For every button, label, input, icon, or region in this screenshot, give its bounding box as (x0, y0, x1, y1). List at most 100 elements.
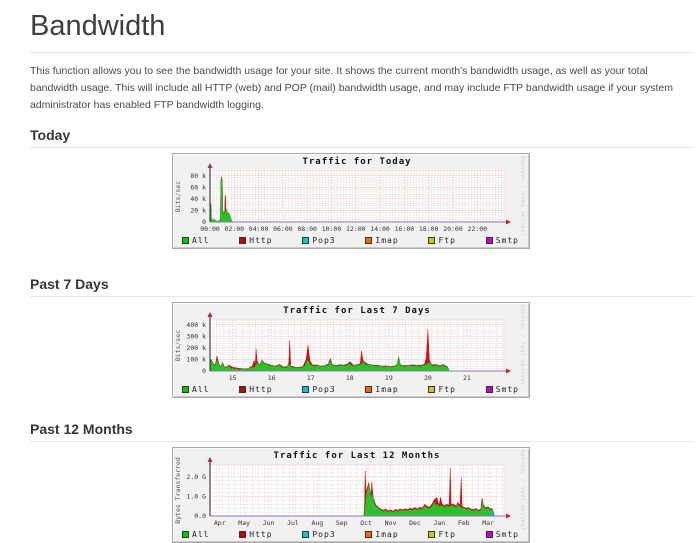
y-tick-label: 0 (202, 367, 206, 375)
x-tick-label: 06:00 (273, 225, 293, 233)
chart-title: Traffic for Last 12 Months (274, 450, 441, 461)
section-heading-past-12-months: Past 12 Months (30, 420, 133, 437)
x-tick-label: 18:00 (419, 225, 439, 233)
x-tick-label: 14:00 (370, 225, 390, 233)
page-description: This function allows you to see the band… (30, 65, 673, 111)
x-tick-label: 16:00 (395, 225, 415, 233)
legend-label: Imap (375, 529, 399, 539)
legend-item-ftp: Ftp (428, 385, 455, 394)
x-axis-arrow-icon (506, 368, 511, 374)
legend-item-all: All (182, 236, 209, 245)
legend-swatch-icon (365, 385, 373, 393)
legend-swatch-icon (239, 236, 247, 244)
x-tick-label: Aug (311, 519, 323, 527)
legend-label: Ftp (438, 384, 456, 394)
legend-swatch-icon (428, 385, 436, 393)
x-tick-label: Nov (385, 519, 397, 527)
legend-swatch-icon (182, 530, 189, 538)
y-axis-arrow-icon (207, 456, 213, 462)
x-tick-label: 04:00 (249, 225, 269, 233)
legend-label: Imap (375, 384, 399, 394)
legend-label: All (192, 384, 210, 394)
legend-item-all: All (182, 530, 209, 539)
section-divider (30, 440, 694, 442)
rrdtool-watermark: RRDTOOL / TOBI OETIKER (519, 155, 525, 234)
legend-item-http: Http (239, 385, 272, 394)
legend-item-pop3: Pop3 (302, 236, 335, 245)
x-tick-label: 21 (463, 374, 471, 382)
x-tick-label: 20 (424, 374, 432, 382)
bandwidth-chart-past-7-days: 0 100 k 200 k 300 k 400 k 15 16 17 18 19 20 21 Traff… (172, 301, 530, 398)
legend-swatch-icon (182, 236, 189, 244)
chart-canvas: 0 20 k 40 k 60 k 80 k 00:00 02:00 04:00 06:00 08:… (173, 154, 529, 234)
bandwidth-chart-past-12-months: 0.0 1.0 G 2.0 G Apr May Jun Jul Aug Sep Oct Nov Dec… (172, 446, 530, 543)
x-tick-label: Apr (214, 519, 226, 527)
x-tick-label: Feb (458, 519, 470, 527)
legend-swatch-icon (365, 530, 373, 538)
x-tick-label: May (238, 519, 250, 527)
legend-swatch-icon (239, 530, 247, 538)
x-tick-label: 08:00 (297, 225, 317, 233)
legend-label: Ftp (438, 235, 456, 245)
legend-label: Pop3 (312, 384, 336, 394)
legend-label: Imap (375, 235, 399, 245)
x-tick-label: Mar (482, 519, 494, 527)
grid-major (210, 319, 504, 372)
y-axis-arrow-icon (207, 311, 213, 317)
legend-label: Smtp (495, 529, 519, 539)
section-divider (30, 295, 694, 297)
all-series (210, 484, 504, 517)
y-tick-label: 400 k (186, 321, 206, 329)
chart-legend: All Http Pop3 Imap Ftp Smtp (173, 384, 529, 397)
rrdtool-watermark: RRDTOOL / TOBI OETIKER (519, 305, 525, 384)
y-axis-unit-label: Bytes Transferred (174, 457, 182, 524)
x-tick-label: 22:00 (467, 225, 487, 233)
legend-label: Http (249, 235, 273, 245)
x-tick-label: 10:00 (322, 225, 342, 233)
y-axis-unit-label: Bits/sec (174, 180, 182, 211)
legend-swatch-icon (239, 385, 247, 393)
y-tick-label: 0 (202, 218, 206, 226)
y-tick-label: 100 k (186, 355, 206, 363)
legend-item-http: Http (239, 236, 272, 245)
legend-swatch-icon (485, 236, 493, 244)
x-tick-label: 19 (385, 374, 393, 382)
section-heading-today: Today (30, 126, 71, 143)
legend-label: Http (249, 384, 273, 394)
all-series (209, 356, 504, 372)
section-today: Today 0 20 k 40 k 60 k 80 k 00:00 02:00 04:00 06… (30, 127, 694, 249)
bandwidth-chart-today: 0 20 k 40 k 60 k 80 k 00:00 02:00 04:00 06:00 08:… (172, 152, 530, 249)
legend-label: Pop3 (312, 529, 336, 539)
grid-major (210, 464, 504, 517)
x-tick-label: 18 (346, 374, 354, 382)
y-tick-label: 0.0 (194, 512, 206, 520)
y-tick-label: 2.0 G (186, 473, 206, 481)
section-past-7-days: Past 7 Days 0 100 k 200 k 300 k 400 k 15 16 17 1… (30, 276, 694, 398)
legend-swatch-icon (428, 236, 436, 244)
x-tick-label: 00:00 (200, 225, 220, 233)
legend-item-pop3: Pop3 (302, 530, 335, 539)
all-series (209, 177, 504, 222)
title-divider (30, 52, 694, 54)
legend-label: All (192, 529, 210, 539)
legend-item-pop3: Pop3 (302, 385, 335, 394)
legend-item-http: Http (239, 530, 272, 539)
x-tick-label: Oct (360, 519, 372, 527)
y-tick-label: 1.0 G (186, 493, 206, 501)
legend-item-all: All (182, 385, 209, 394)
legend-swatch-icon (302, 385, 310, 393)
legend-swatch-icon (302, 236, 310, 244)
y-tick-label: 40 k (190, 195, 206, 203)
legend-item-smtp: Smtp (485, 529, 519, 539)
chart-title: Traffic for Today (302, 156, 411, 167)
legend-label: Smtp (495, 384, 519, 394)
legend-label: Ftp (438, 529, 456, 539)
legend-swatch-icon (485, 530, 493, 538)
legend-swatch-icon (365, 236, 373, 244)
chart-legend: All Http Pop3 Imap Ftp Smtp (173, 235, 529, 248)
section-divider (30, 146, 694, 148)
legend-swatch-icon (302, 530, 310, 538)
y-tick-label: 200 k (186, 344, 206, 352)
x-tick-label: 16 (268, 374, 276, 382)
